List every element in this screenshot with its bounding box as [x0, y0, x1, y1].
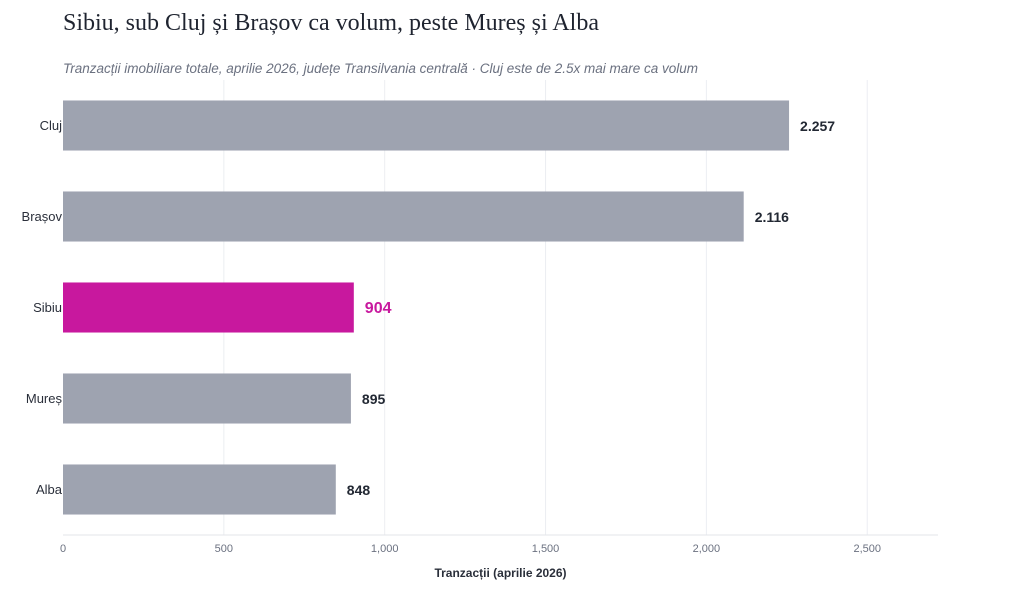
bar-cluj — [63, 100, 790, 151]
category-label: Cluj — [40, 118, 63, 133]
chart-subtitle: Tranzacții imobiliare totale, aprilie 20… — [63, 61, 699, 76]
chart-title: Sibiu, sub Cluj și Brașov ca volum, pest… — [63, 10, 599, 36]
x-tick-label: 2,500 — [853, 543, 881, 555]
bar-brasov — [63, 191, 744, 242]
x-tick-label: 1,500 — [532, 543, 560, 555]
value-label: 904 — [365, 300, 392, 317]
value-label: 848 — [347, 482, 371, 498]
bar-mures — [63, 373, 351, 424]
bar-sibiu — [63, 282, 354, 333]
category-label: Sibiu — [33, 300, 62, 315]
x-tick-label: 0 — [60, 543, 66, 555]
value-label: 2.116 — [755, 209, 789, 225]
category-label: Alba — [36, 482, 63, 497]
x-axis-title: Tranzacții (aprilie 2026) — [434, 566, 566, 580]
x-tick-label: 2,000 — [693, 543, 721, 555]
bar-alba — [63, 464, 336, 515]
category-label: Brașov — [22, 209, 63, 224]
value-label: 2.257 — [800, 118, 835, 134]
value-label: 895 — [362, 391, 386, 407]
x-tick-label: 1,000 — [371, 543, 399, 555]
x-tick-label: 500 — [215, 543, 233, 555]
category-label: Mureș — [26, 391, 63, 406]
